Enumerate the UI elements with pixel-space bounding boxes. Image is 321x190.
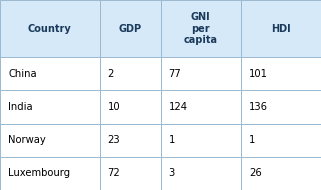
Bar — [241, 0, 321, 57]
Bar — [0, 0, 100, 57]
Bar — [241, 157, 321, 190]
Bar — [241, 57, 321, 90]
Text: 124: 124 — [169, 102, 187, 112]
Text: Norway: Norway — [8, 135, 46, 145]
Bar — [160, 0, 241, 57]
Bar — [241, 124, 321, 157]
Bar — [100, 157, 160, 190]
Text: Country: Country — [28, 24, 72, 33]
Bar — [0, 124, 100, 157]
Text: India: India — [8, 102, 33, 112]
Text: 72: 72 — [108, 168, 120, 178]
Bar — [160, 90, 241, 124]
Text: Luxembourg: Luxembourg — [8, 168, 70, 178]
Text: 10: 10 — [108, 102, 120, 112]
Text: GNI
per
capita: GNI per capita — [184, 12, 218, 45]
Bar — [241, 90, 321, 124]
Text: 26: 26 — [249, 168, 262, 178]
Text: 1: 1 — [249, 135, 255, 145]
Text: 77: 77 — [169, 69, 181, 79]
Bar — [0, 57, 100, 90]
Bar — [160, 57, 241, 90]
Text: HDI: HDI — [271, 24, 291, 33]
Text: GDP: GDP — [118, 24, 142, 33]
Text: 3: 3 — [169, 168, 175, 178]
Bar — [0, 157, 100, 190]
Text: 1: 1 — [169, 135, 175, 145]
Text: 2: 2 — [108, 69, 114, 79]
Text: 101: 101 — [249, 69, 268, 79]
Bar — [160, 157, 241, 190]
Text: 23: 23 — [108, 135, 120, 145]
Bar — [100, 0, 160, 57]
Bar — [100, 124, 160, 157]
Bar — [0, 90, 100, 124]
Bar — [160, 124, 241, 157]
Text: China: China — [8, 69, 37, 79]
Text: 136: 136 — [249, 102, 268, 112]
Bar — [100, 57, 160, 90]
Bar — [100, 90, 160, 124]
